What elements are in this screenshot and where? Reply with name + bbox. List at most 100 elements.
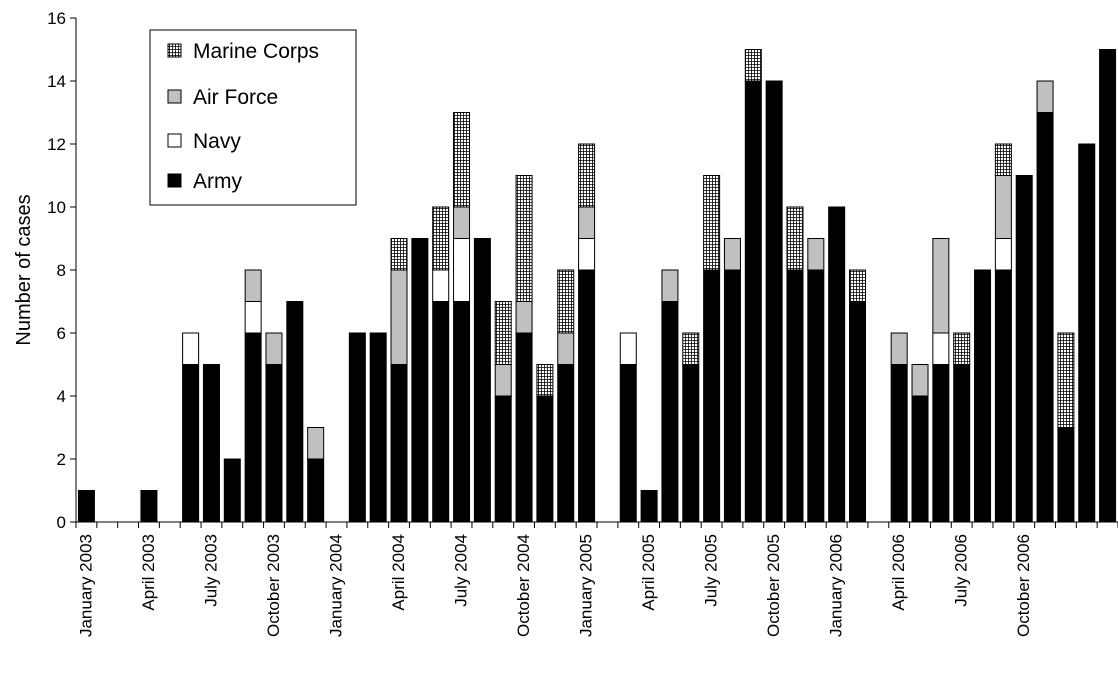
bar-marine-corps-37 (849, 269, 866, 302)
bar-marine-corps-21 (515, 175, 533, 302)
bar-army-19 (473, 238, 491, 523)
bar-air-force-31 (723, 238, 741, 271)
bar-marine-corps-20 (494, 301, 512, 365)
bar-army-17 (432, 301, 450, 523)
bar-navy-41 (932, 332, 950, 365)
bar-army-21 (515, 332, 533, 523)
bar-air-force-24 (578, 206, 596, 239)
bar-army-46 (1036, 112, 1054, 523)
bar-air-force-28 (661, 269, 679, 302)
bar-marine-corps-15 (390, 238, 408, 271)
y-tick-label-8: 8 (57, 261, 66, 280)
bar-army-3 (140, 490, 158, 523)
legend-swatch-navy (167, 133, 182, 148)
y-tick-label-10: 10 (47, 198, 66, 217)
y-tick-label-14: 14 (47, 72, 66, 91)
legend-label-navy: Navy (193, 130, 241, 153)
x-tick-label-july-2006: July 2006 (952, 534, 971, 607)
bar-air-force-35 (807, 238, 825, 271)
bar-army-29 (682, 364, 700, 523)
bar-marine-corps-24 (578, 143, 596, 208)
bar-marine-corps-30 (703, 175, 721, 271)
bar-army-6 (202, 364, 220, 523)
bar-army-35 (807, 269, 825, 523)
bar-army-18 (453, 301, 471, 523)
bar-army-42 (953, 364, 971, 523)
legend-label-marine-corps: Marine Corps (193, 40, 319, 63)
y-axis: 0 2 4 6 8 10 12 14 16 (47, 9, 77, 532)
x-tick-label-april-2005: April 2005 (639, 534, 658, 611)
bar-army-28 (661, 301, 679, 523)
bar-marine-corps-34 (786, 206, 804, 271)
bar-army-24 (578, 269, 596, 523)
bar-army-34 (786, 269, 804, 523)
bar-air-force-40 (911, 364, 929, 397)
bar-army-33 (765, 80, 783, 523)
bar-air-force-20 (494, 364, 512, 397)
x-tick-label-april-2003: April 2003 (139, 534, 158, 611)
legend: Marine Corps Air Force Navy Army (149, 29, 357, 206)
x-tick-label-october-2005: October 2005 (764, 534, 783, 637)
bar-army-37 (849, 301, 866, 523)
bar-army-23 (557, 364, 575, 523)
bar-navy-44 (994, 238, 1012, 271)
bar-marine-corps-32 (744, 49, 762, 82)
bar-navy-18 (453, 238, 471, 302)
x-tick-label-january-2005: January 2005 (577, 534, 596, 637)
bar-air-force-41 (932, 238, 950, 334)
bar-navy-5 (182, 332, 200, 365)
x-tick-label-january-2004: January 2004 (327, 534, 346, 637)
x-tick-label-january-2006: January 2006 (827, 534, 846, 637)
bar-army-0 (77, 490, 95, 523)
bar-army-44 (994, 269, 1012, 523)
bar-air-force-11 (307, 427, 325, 460)
bar-air-force-9 (265, 332, 283, 365)
bar-marine-corps-22 (536, 364, 554, 397)
bar-army-10 (286, 301, 304, 523)
y-tick-label-16: 16 (47, 9, 66, 28)
bar-army-31 (723, 269, 741, 523)
bar-army-39 (890, 364, 908, 523)
bar-army-5 (182, 364, 200, 523)
bar-marine-corps-42 (953, 332, 971, 365)
bar-army-8 (244, 332, 262, 523)
bar-marine-corps-47 (1057, 332, 1075, 428)
bar-navy-26 (619, 332, 637, 365)
bar-army-32 (744, 80, 762, 523)
bar-marine-corps-23 (557, 269, 575, 334)
x-tick-label-april-2006: April 2006 (889, 534, 908, 611)
bar-navy-24 (578, 238, 596, 271)
bar-navy-17 (432, 269, 450, 302)
y-tick-label-2: 2 (57, 450, 66, 469)
x-tick-label-october-2006: October 2006 (1014, 534, 1033, 637)
bar-army-36 (828, 206, 846, 523)
x-tick-label-april-2004: April 2004 (389, 534, 408, 611)
y-tick-label-6: 6 (57, 324, 66, 343)
y-tick-label-0: 0 (57, 513, 66, 532)
bar-army-40 (911, 395, 929, 523)
bar-army-43 (974, 269, 992, 523)
legend-label-army: Army (193, 170, 242, 193)
x-tick-label-july-2004: July 2004 (452, 534, 471, 607)
bar-army-22 (536, 395, 554, 523)
bar-army-15 (390, 364, 408, 523)
x-tick-label-july-2003: July 2003 (201, 534, 220, 607)
bar-army-7 (223, 458, 241, 523)
legend-label-air-force: Air Force (193, 86, 278, 109)
bar-army-26 (619, 364, 637, 523)
legend-swatch-marine-corps (167, 43, 182, 58)
x-axis: January 2003 April 2003 July 2003 October 2… (75, 521, 1118, 637)
x-tick-label-july-2005: July 2005 (702, 534, 721, 607)
bar-army-41 (932, 364, 950, 523)
y-tick-label-12: 12 (47, 135, 66, 154)
legend-box (149, 29, 357, 206)
bar-marine-corps-18 (453, 112, 471, 208)
bar-marine-corps-44 (994, 143, 1012, 176)
bar-army-30 (703, 269, 721, 523)
bar-army-47 (1057, 427, 1075, 523)
x-tick-label-october-2003: October 2003 (264, 534, 283, 637)
bar-air-force-46 (1036, 80, 1054, 113)
bar-army-49 (1099, 49, 1117, 523)
bar-army-14 (369, 332, 387, 523)
